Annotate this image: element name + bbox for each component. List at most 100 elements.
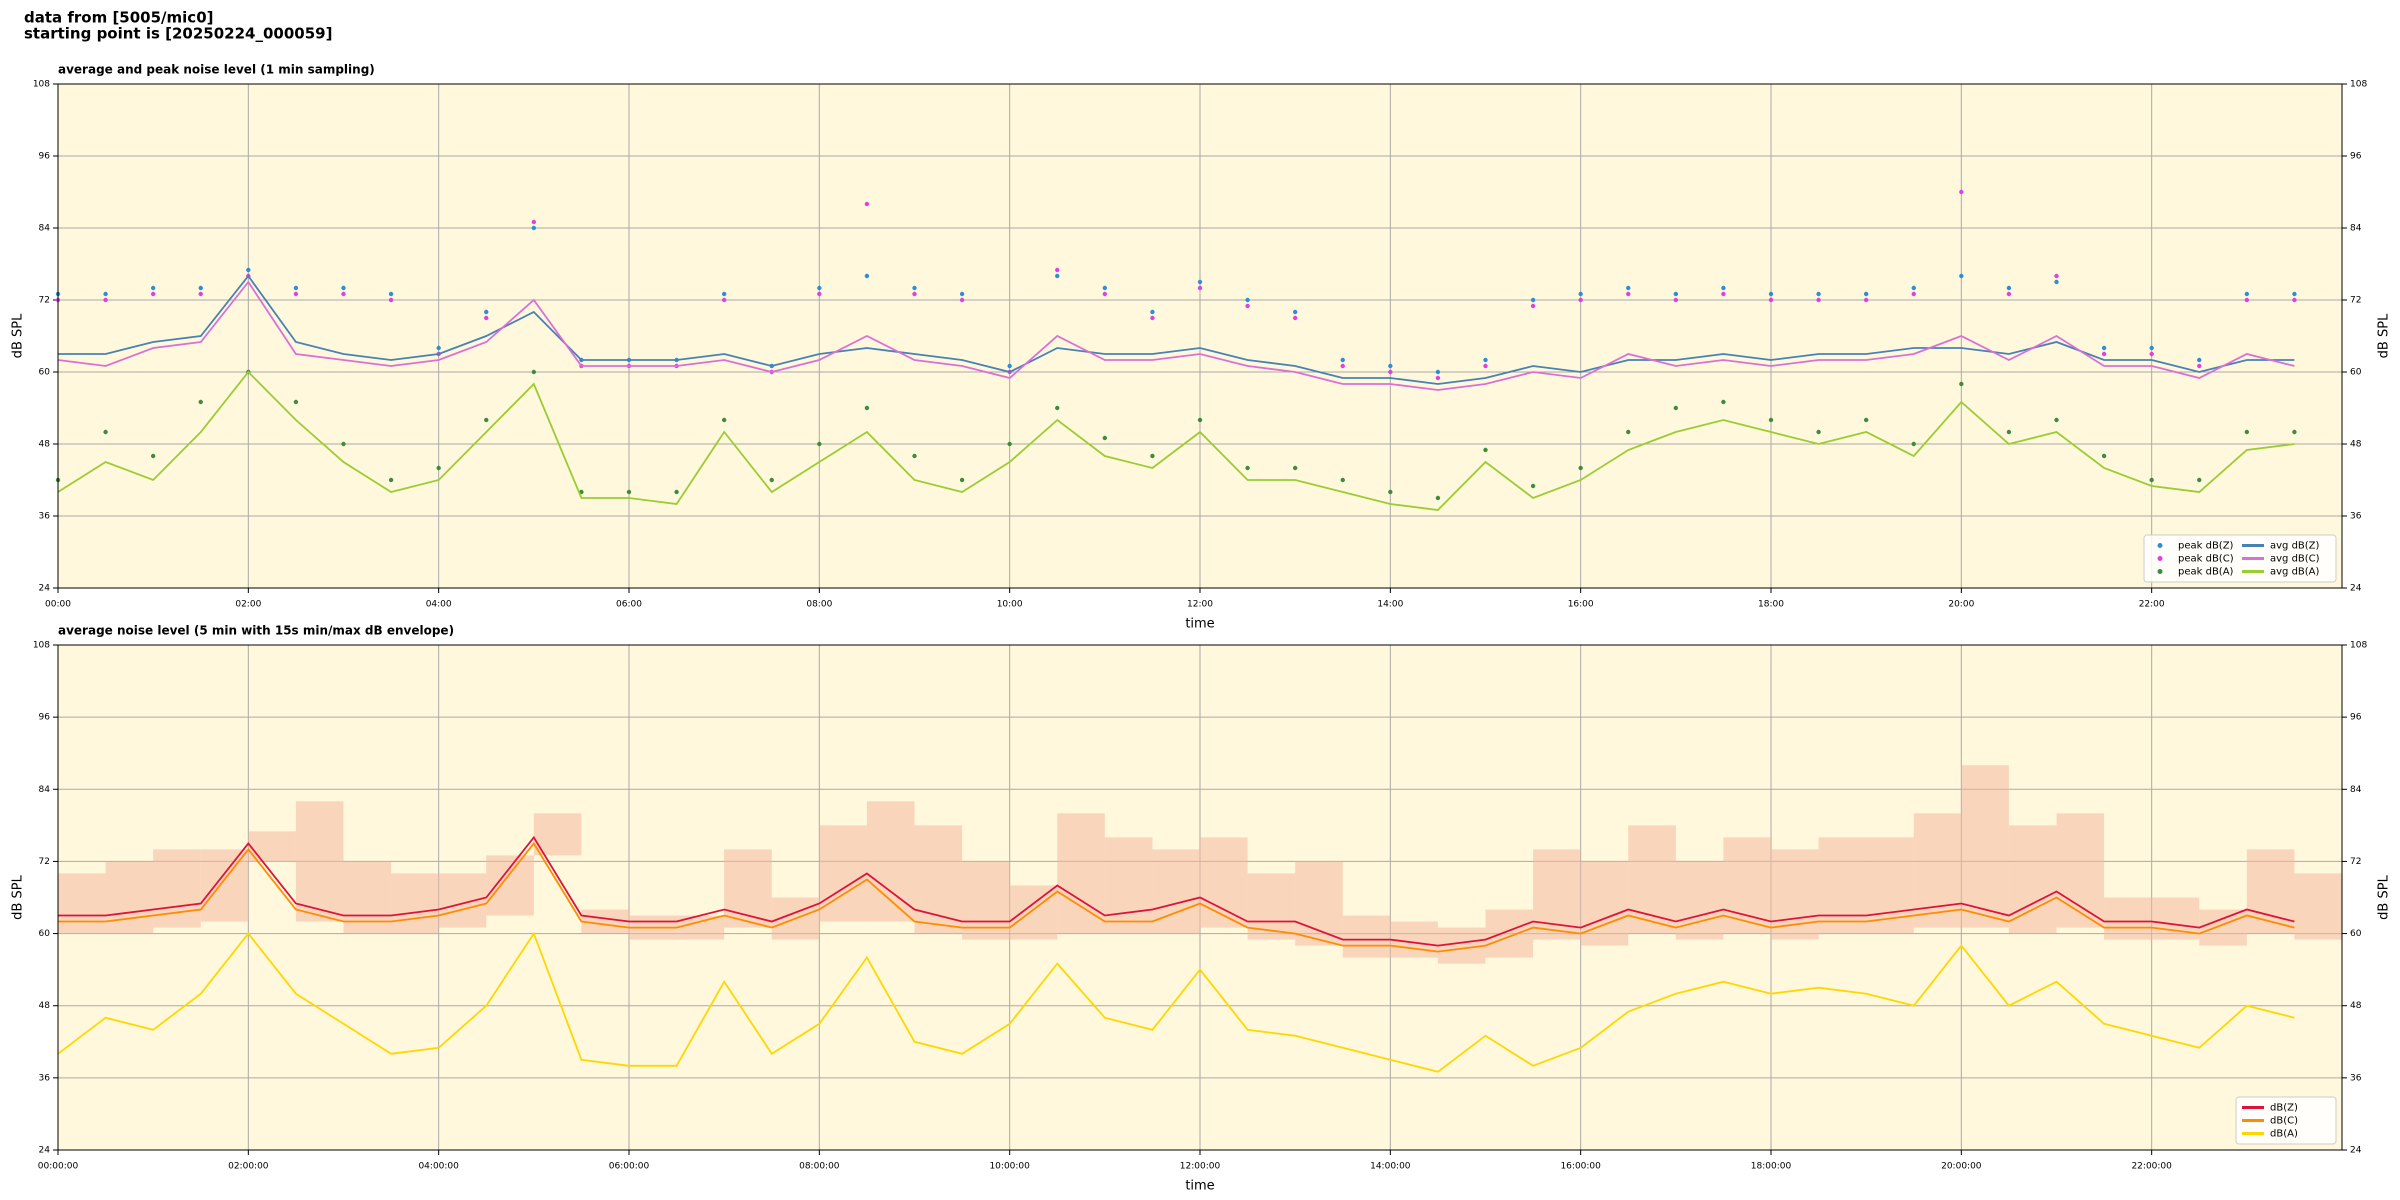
peak-point [2101,453,2107,459]
y-tick-label: 96 [2350,713,2362,723]
peak-point [1768,297,1774,303]
peak-point [1435,369,1441,375]
envelope [1295,861,1343,946]
legend-label: avg dB(Z) [2270,541,2320,552]
y-tick-label: 84 [2350,224,2362,234]
x-tick-label: 12:00:00 [1180,1162,1221,1172]
envelope [724,849,772,928]
peak-point [721,291,727,297]
envelope [1437,927,1486,964]
envelope [819,825,867,922]
x-tick-label: 18:00 [1758,600,1784,610]
peak-point [484,309,489,315]
peak-point [2006,285,2012,291]
peak-point [1721,285,1726,291]
peak-point [769,477,774,483]
peak-point [864,405,870,411]
y-axis-label: dB SPL [2377,313,2392,358]
peak-point [1055,405,1060,411]
y-tick-label: 84 [2350,785,2362,795]
peak-point [1102,435,1108,441]
peak-point [1959,189,1964,195]
peak-point [1292,309,1298,315]
y-tick-label: 108 [2350,641,2367,651]
envelope [438,873,487,928]
x-tick-label: 20:00:00 [1941,1162,1982,1172]
peak-point [341,441,346,447]
envelope [248,831,296,862]
peak-point [1150,315,1155,321]
y-tick-label: 84 [39,224,51,234]
y-tick-label: 24 [39,584,51,594]
x-tick-label: 02:00 [235,600,261,610]
peak-point [1721,399,1726,405]
peak-point [817,441,822,447]
y-tick-label: 48 [2350,440,2362,450]
x-tick-label: 00:00 [45,600,71,610]
peak-point [959,297,965,303]
peak-point [2101,351,2107,357]
peak-point [2149,477,2154,483]
peak-point [1340,477,1345,483]
peak-point [1292,315,1298,321]
envelope [1342,915,1391,958]
envelope [2294,873,2342,940]
envelope [1009,885,1058,940]
peak-point [293,285,299,291]
envelope [2008,825,2057,934]
envelope [58,873,106,934]
peak-point [1673,291,1679,297]
peak-point [817,291,822,297]
peak-point [1388,363,1393,369]
peak-point [531,219,537,225]
peak-point [2292,297,2297,303]
peak-point [1673,297,1679,303]
peak-point [1197,279,1203,285]
peak-point [912,285,917,291]
peak-point [1007,441,1012,447]
peak-point [1245,465,1250,471]
peak-point [959,291,965,297]
peak-point [1578,465,1583,471]
peak-point [2292,429,2297,435]
x-tick-label: 20:00 [1948,600,1974,610]
peak-point [626,489,632,495]
peak-point [2149,345,2154,351]
y-tick-label: 36 [2350,512,2362,522]
peak-point [1911,285,1916,291]
x-tick-label: 08:00:00 [799,1162,840,1172]
y-tick-label: 60 [2350,368,2362,378]
peak-point [1530,303,1536,309]
y-tick-label: 72 [39,857,50,867]
peak-point [1055,273,1060,279]
y-tick-label: 60 [39,929,51,939]
envelope [200,849,249,922]
envelope [1675,861,1724,940]
peak-point [388,477,394,483]
peak-point [1340,357,1345,363]
y-tick-label: 60 [39,368,51,378]
peak-point [1626,429,1631,435]
peak-point [1435,375,1441,381]
peak-point [1388,489,1393,495]
peak-point [1721,291,1726,297]
x-tick-label: 12:00 [1187,600,1213,610]
x-tick-label: 08:00 [806,600,832,610]
envelope [533,813,582,856]
peak-point [1768,417,1774,423]
peak-point [1816,291,1821,297]
plot-frame [57,83,2343,589]
peak-point [1578,291,1583,297]
x-tick-label: 18:00:00 [1751,1162,1792,1172]
chart-title: average and peak noise level (1 min samp… [58,63,375,77]
peak-point [1626,285,1631,291]
envelope [1961,765,2009,928]
peak-point [103,297,108,303]
peak-point [198,285,203,291]
peak-point [484,417,489,423]
peak-point [1102,291,1108,297]
y-tick-label: 72 [39,296,50,306]
peak-point [721,297,727,303]
x-tick-label: 04:00:00 [418,1162,459,1172]
